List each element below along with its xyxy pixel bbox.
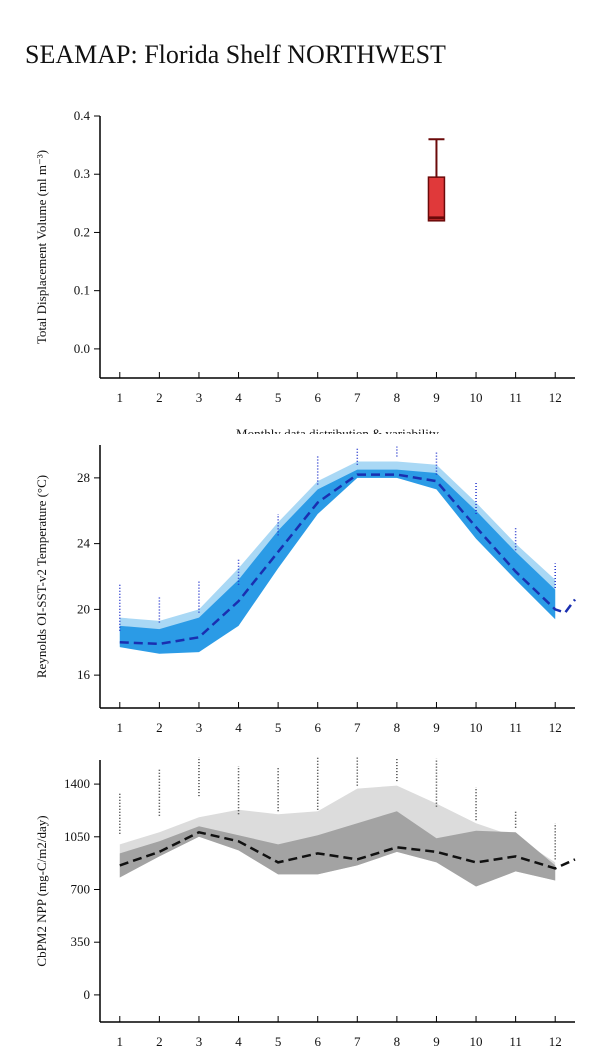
x-tick-label: 6 <box>314 1034 321 1049</box>
x-tick-label: 9 <box>433 1034 440 1049</box>
x-tick-label: 7 <box>354 720 361 735</box>
x-tick-label: 10 <box>470 720 483 735</box>
x-tick-label: 4 <box>235 720 242 735</box>
x-tick-label: 9 <box>433 720 440 735</box>
x-tick-label: 7 <box>354 1034 361 1049</box>
x-tick-label: 1 <box>117 1034 124 1049</box>
x-tick-label: 1 <box>117 390 124 405</box>
x-tick-label: 3 <box>196 720 203 735</box>
x-tick-label: 7 <box>354 390 361 405</box>
x-tick-label: 3 <box>196 1034 203 1049</box>
y-axis-label: Total Displacement Volume (ml m⁻³) <box>34 150 49 344</box>
y-tick-label: 16 <box>77 667 91 682</box>
y-tick-label: 350 <box>71 934 91 949</box>
y-axis-label: CbPM2 NPP (mg-C/m2/day) <box>34 815 49 966</box>
mean-line <box>119 830 576 870</box>
x-tick-label: 11 <box>509 1034 522 1049</box>
x-tick-label: 9 <box>433 390 440 405</box>
y-tick-label: 0.0 <box>74 341 90 356</box>
x-tick-label: 2 <box>156 1034 163 1049</box>
band <box>119 469 556 654</box>
x-tick-label: 2 <box>156 390 163 405</box>
x-tick-label: 8 <box>394 1034 401 1049</box>
x-tick-label: 11 <box>509 720 522 735</box>
y-tick-label: 20 <box>77 601 90 616</box>
x-tick-label: 12 <box>549 390 562 405</box>
x-tick-label: 3 <box>196 390 203 405</box>
x-tick-label: 6 <box>314 720 321 735</box>
x-tick-label: 6 <box>314 390 321 405</box>
x-tick-label: 5 <box>275 390 282 405</box>
x-axis-label: Monthly data distribution & variability <box>236 426 439 441</box>
x-tick-label: 4 <box>235 1034 242 1049</box>
y-tick-label: 700 <box>71 881 91 896</box>
x-tick-label: 5 <box>275 1034 282 1049</box>
x-tick-label: 10 <box>470 1034 483 1049</box>
x-tick-label: 8 <box>394 720 401 735</box>
x-tick-label: 12 <box>549 1034 562 1049</box>
x-tick-label: 2 <box>156 720 163 735</box>
x-tick-label: 11 <box>509 390 522 405</box>
y-tick-label: 1400 <box>64 776 90 791</box>
y-tick-label: 24 <box>77 536 91 551</box>
y-tick-label: 0.4 <box>74 108 91 123</box>
page-title: SEAMAP: Florida Shelf NORTHWEST <box>25 40 446 69</box>
mean-line <box>119 473 576 646</box>
x-tick-label: 12 <box>549 720 562 735</box>
y-tick-label: 28 <box>77 470 90 485</box>
band <box>119 811 556 887</box>
y-tick-label: 0.3 <box>74 166 90 181</box>
x-tick-label: 10 <box>470 390 483 405</box>
y-tick-label: 0.1 <box>74 283 90 298</box>
x-tick-label: 8 <box>394 390 401 405</box>
y-axis-label: Reynolds OI-SST-v2 Temperature (°C) <box>34 475 49 678</box>
box <box>427 176 446 222</box>
y-tick-label: 0.2 <box>74 224 90 239</box>
x-tick-label: 1 <box>117 720 124 735</box>
x-tick-label: 4 <box>235 390 242 405</box>
y-tick-label: 1050 <box>64 829 90 844</box>
y-tick-label: 0 <box>84 987 91 1002</box>
x-tick-label: 5 <box>275 720 282 735</box>
